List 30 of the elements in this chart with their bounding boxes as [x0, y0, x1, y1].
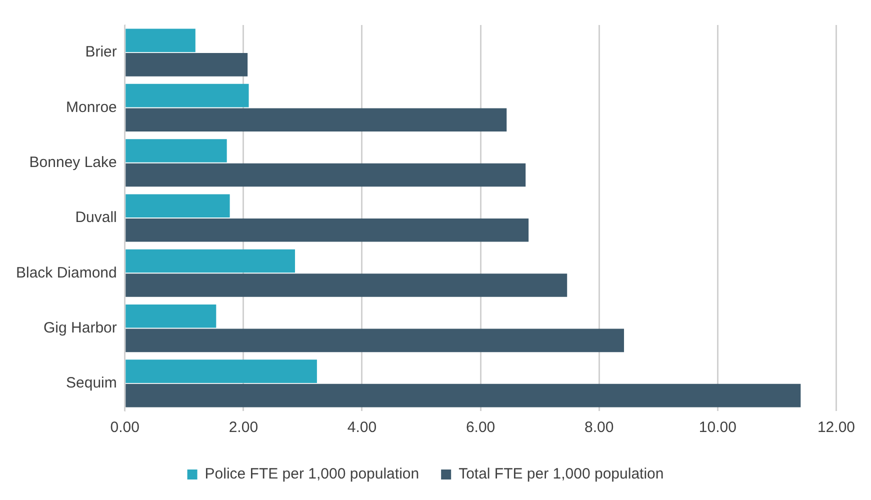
bar — [126, 218, 529, 242]
bar — [126, 194, 230, 218]
y-tick-label: Bonney Lake — [29, 154, 117, 171]
x-tick-label: 8.00 — [584, 419, 614, 436]
bar — [126, 53, 248, 76]
y-tick-label: Gig Harbor — [44, 319, 117, 336]
bar — [126, 328, 624, 352]
y-tick-label: Brier — [85, 44, 117, 61]
legend-label: Total FTE per 1,000 population — [458, 466, 664, 483]
bar — [126, 163, 526, 187]
x-tick-label: 2.00 — [228, 419, 258, 436]
x-tick-label: 10.00 — [698, 419, 736, 436]
bar — [126, 274, 568, 297]
bar — [126, 249, 296, 273]
bar — [126, 108, 507, 132]
x-tick-label: 6.00 — [466, 419, 496, 436]
y-tick-label: Black Diamond — [16, 264, 117, 282]
bar — [126, 304, 216, 328]
x-tick-label: 4.00 — [347, 419, 377, 436]
bar — [126, 28, 196, 52]
y-tick-label: Duvall — [75, 209, 117, 226]
bar — [126, 139, 227, 162]
legend-label: Police FTE per 1,000 population — [204, 466, 420, 483]
x-tick-label: 0.00 — [110, 419, 140, 436]
y-tick-label: Sequim — [66, 374, 117, 392]
y-tick-label: Monroe — [66, 98, 117, 116]
bar — [126, 84, 249, 108]
x-tick-label: 12.00 — [817, 419, 856, 436]
bar — [126, 360, 317, 383]
bar — [126, 384, 801, 408]
